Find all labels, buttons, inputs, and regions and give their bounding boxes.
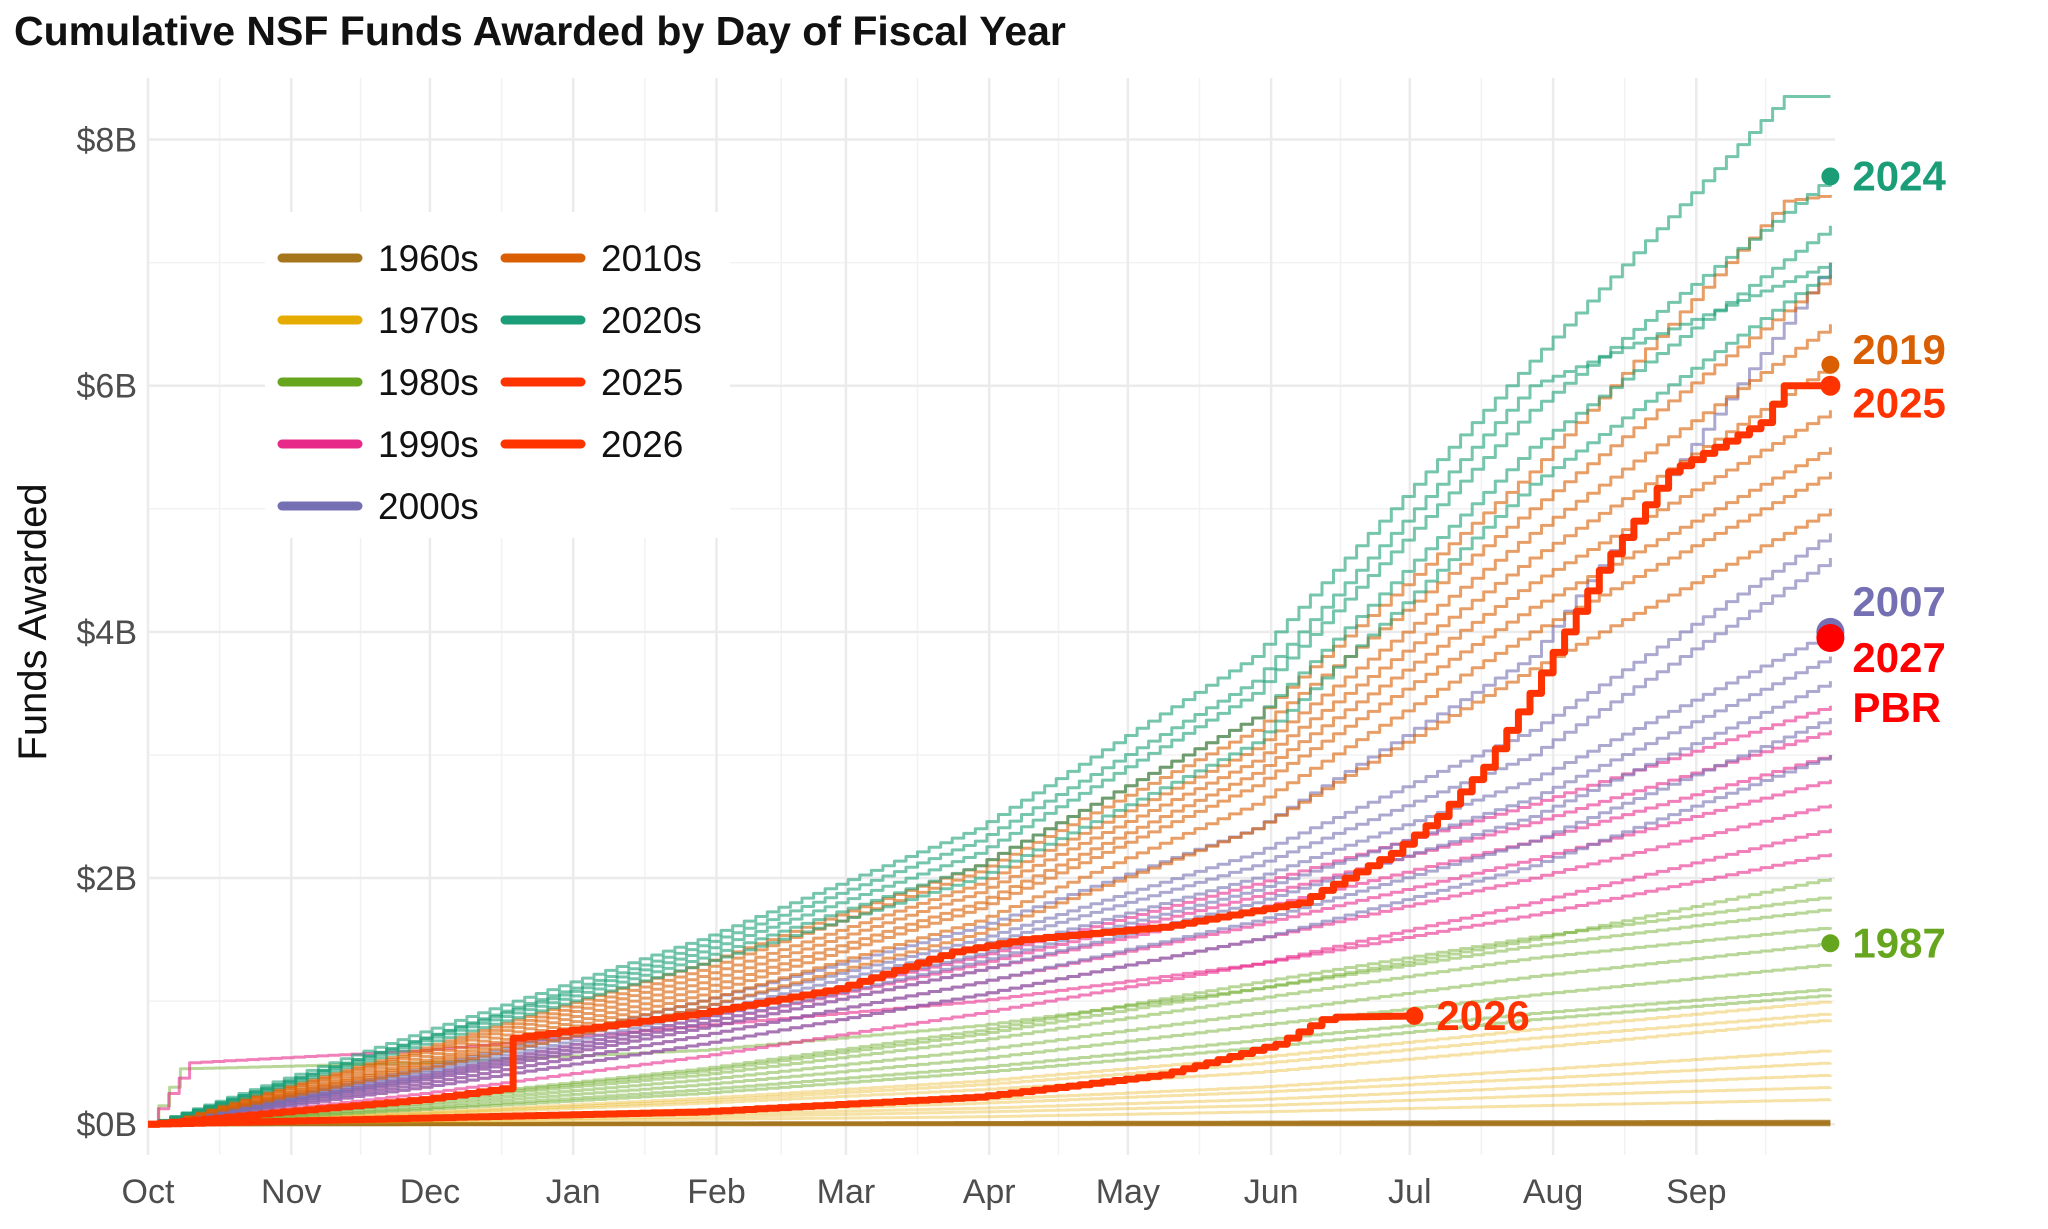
series-line-1970s-10 — [148, 1000, 1832, 1126]
series-line-2020s-46 — [148, 262, 1832, 1126]
y-tick-label: $8B — [77, 122, 138, 160]
series-line-1980s-13 — [148, 963, 1832, 1126]
series-line-2026 — [148, 1012, 1418, 1128]
end-point-1987 — [1821, 934, 1840, 953]
annotation-label-2019: 2019 — [1852, 326, 1945, 373]
series-line-2000s-29 — [148, 656, 1832, 1126]
annotation-label-2007: 2007 — [1852, 578, 1945, 625]
series-line-2000s-28 — [148, 681, 1832, 1126]
series-line-1960s-2 — [148, 1119, 1831, 1127]
annotation-label-2025: 2025 — [1852, 380, 1945, 427]
series-line-2020s-43 — [148, 95, 1831, 1126]
legend-label-2025: 2025 — [601, 362, 683, 403]
legend-label-1990s: 1990s — [378, 424, 479, 465]
legend-label-2010s: 2010s — [601, 238, 702, 279]
series-line-2025 — [148, 382, 1831, 1128]
series-line-1970s-8 — [148, 1019, 1832, 1126]
series-line-2020s-45 — [148, 268, 1832, 1126]
end-point-2025 — [1820, 375, 1841, 396]
y-tick-label: $4B — [77, 614, 138, 652]
x-tick-label: Dec — [400, 1173, 460, 1211]
x-tick-label: Aug — [1523, 1173, 1584, 1211]
series-line-1980s-14 — [148, 943, 1832, 1126]
highlight-lines — [148, 382, 1831, 1128]
annotation-label-2026: 2026 — [1436, 992, 1529, 1039]
x-tick-label: Nov — [261, 1173, 321, 1211]
legend-label-2000s: 2000s — [378, 486, 479, 527]
x-tick-label: Sep — [1666, 1173, 1727, 1211]
series-line-2000s-26 — [148, 755, 1832, 1126]
series-line-2000s-27 — [148, 718, 1832, 1126]
x-tick-label: Oct — [122, 1173, 175, 1211]
series-line-2010s-38 — [148, 364, 1832, 1126]
series-line-1980s-11 — [148, 994, 1832, 1126]
x-tick-label: Jun — [1244, 1173, 1299, 1211]
chart-title: Cumulative NSF Funds Awarded by Day of F… — [14, 8, 1066, 54]
series-lines — [148, 95, 1832, 1127]
legend: 1960s 1970s 1980s 1990s 2000s 2010s 2020s 2025 2… — [265, 212, 730, 538]
end-point-2027 — [1816, 624, 1845, 653]
legend-label-1980s: 1980s — [378, 362, 479, 403]
series-line-1980s-12 — [148, 988, 1832, 1126]
annotation-label-2027: 2027 — [1852, 634, 1945, 681]
series-line-2010s-37 — [148, 410, 1832, 1126]
x-tick-label: Feb — [687, 1173, 746, 1211]
annotation-label-2024: 2024 — [1852, 152, 1946, 199]
legend-label-1970s: 1970s — [378, 300, 479, 341]
y-axis-title: Funds Awarded — [11, 483, 55, 760]
legend-label-1960s: 1960s — [378, 238, 479, 279]
legend-label-2026: 2026 — [601, 424, 683, 465]
y-axis-ticks: $0B $2B $4B $6B $8B — [77, 122, 138, 1145]
series-line-2020s-44 — [148, 225, 1832, 1126]
series-line-1970s-3 — [148, 1098, 1832, 1126]
end-point-2019 — [1821, 355, 1840, 374]
x-tick-label: Jul — [1388, 1173, 1431, 1211]
x-axis-ticks: Oct Nov Dec Jan Feb Mar Apr May Jun Jul Aug Sep — [122, 1173, 1727, 1211]
legend-label-2020s: 2020s — [601, 300, 702, 341]
annotation-label-PBR: PBR — [1852, 684, 1941, 731]
y-tick-label: $2B — [77, 860, 138, 898]
x-tick-label: Jan — [546, 1173, 601, 1211]
x-tick-label: Apr — [963, 1173, 1016, 1211]
y-tick-label: $0B — [77, 1106, 138, 1144]
end-point-2026 — [1405, 1006, 1424, 1025]
x-tick-label: May — [1096, 1173, 1160, 1211]
series-line-1990s-20 — [148, 828, 1832, 1126]
annotation-label-1987: 1987 — [1852, 919, 1945, 966]
y-tick-label: $6B — [77, 368, 138, 406]
end-points — [1405, 167, 1845, 1025]
series-line-1970s-9 — [148, 1012, 1832, 1126]
end-point-2024 — [1821, 167, 1840, 186]
x-tick-label: Mar — [817, 1173, 876, 1211]
series-line-2010s-35 — [148, 471, 1832, 1126]
